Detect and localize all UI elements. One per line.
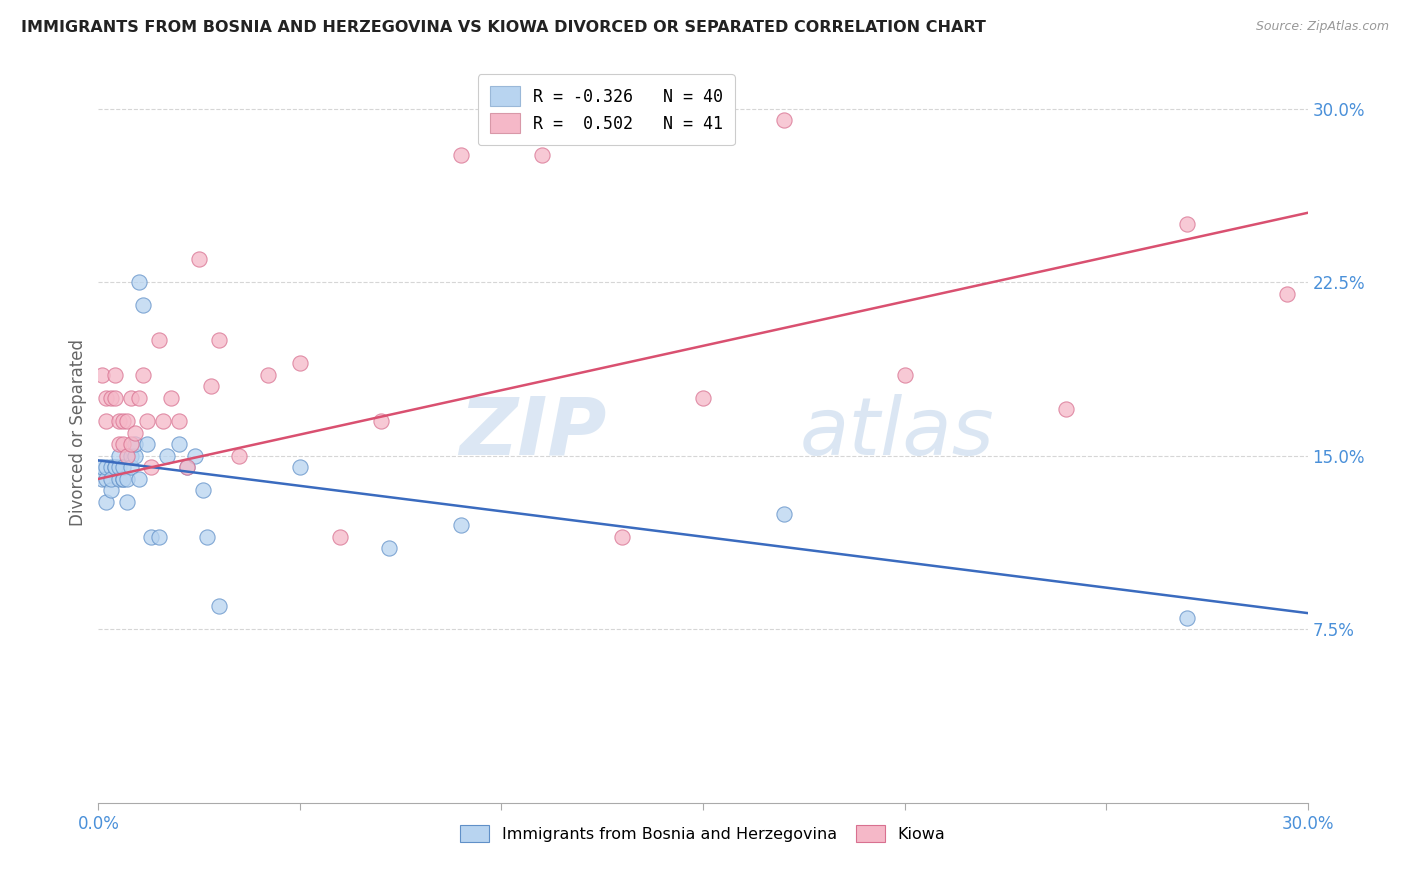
Point xyxy=(1175,610,1198,624)
Point xyxy=(135,437,157,451)
Point xyxy=(167,437,190,451)
Point xyxy=(115,449,138,463)
Point xyxy=(1054,402,1077,417)
Point xyxy=(530,148,553,162)
Text: ZIP: ZIP xyxy=(458,393,606,472)
Text: atlas: atlas xyxy=(800,393,994,472)
Point xyxy=(288,460,311,475)
Point xyxy=(96,495,118,509)
Point xyxy=(772,113,794,128)
Point xyxy=(111,437,134,451)
Point xyxy=(115,495,138,509)
Point xyxy=(176,460,198,475)
Point xyxy=(167,414,190,428)
Point xyxy=(96,460,118,475)
Point xyxy=(115,414,138,428)
Point xyxy=(107,472,129,486)
Point xyxy=(103,460,125,475)
Point xyxy=(135,414,157,428)
Point xyxy=(184,449,207,463)
Point xyxy=(100,391,122,405)
Point xyxy=(107,414,129,428)
Text: IMMIGRANTS FROM BOSNIA AND HERZEGOVINA VS KIOWA DIVORCED OR SEPARATED CORRELATIO: IMMIGRANTS FROM BOSNIA AND HERZEGOVINA V… xyxy=(21,20,986,35)
Point xyxy=(128,275,150,289)
Point xyxy=(176,460,198,475)
Point xyxy=(612,530,634,544)
Point xyxy=(103,368,125,382)
Point xyxy=(148,530,170,544)
Point xyxy=(450,148,472,162)
Point xyxy=(124,437,146,451)
Point xyxy=(100,460,122,475)
Point xyxy=(148,333,170,347)
Y-axis label: Divorced or Separated: Divorced or Separated xyxy=(69,339,87,526)
Point xyxy=(91,460,114,475)
Point xyxy=(103,460,125,475)
Point xyxy=(893,368,915,382)
Point xyxy=(111,414,134,428)
Point xyxy=(329,530,352,544)
Point xyxy=(128,472,150,486)
Point xyxy=(100,483,122,498)
Point xyxy=(111,472,134,486)
Point xyxy=(188,252,211,266)
Point xyxy=(692,391,714,405)
Point xyxy=(107,449,129,463)
Point xyxy=(120,391,142,405)
Point xyxy=(91,368,114,382)
Point xyxy=(96,472,118,486)
Point xyxy=(120,449,142,463)
Point xyxy=(124,425,146,440)
Point xyxy=(139,530,162,544)
Point xyxy=(96,414,118,428)
Point xyxy=(91,472,114,486)
Point xyxy=(1175,218,1198,232)
Point xyxy=(124,449,146,463)
Point xyxy=(132,368,155,382)
Point xyxy=(111,460,134,475)
Point xyxy=(160,391,183,405)
Point xyxy=(156,449,179,463)
Point xyxy=(772,507,794,521)
Point xyxy=(152,414,174,428)
Legend: Immigrants from Bosnia and Herzegovina, Kiowa: Immigrants from Bosnia and Herzegovina, … xyxy=(453,817,953,850)
Point xyxy=(228,449,250,463)
Point xyxy=(115,472,138,486)
Point xyxy=(370,414,392,428)
Point xyxy=(200,379,222,393)
Point xyxy=(120,460,142,475)
Point xyxy=(377,541,399,556)
Point xyxy=(1277,286,1299,301)
Point xyxy=(288,356,311,370)
Point xyxy=(208,333,231,347)
Point xyxy=(107,437,129,451)
Point xyxy=(100,472,122,486)
Point xyxy=(256,368,278,382)
Text: Source: ZipAtlas.com: Source: ZipAtlas.com xyxy=(1256,20,1389,33)
Point xyxy=(128,391,150,405)
Point xyxy=(103,391,125,405)
Point xyxy=(107,460,129,475)
Point xyxy=(193,483,215,498)
Point xyxy=(208,599,231,614)
Point xyxy=(195,530,218,544)
Point xyxy=(450,518,472,533)
Point xyxy=(96,391,118,405)
Point xyxy=(111,472,134,486)
Point xyxy=(139,460,162,475)
Point xyxy=(120,437,142,451)
Point xyxy=(132,298,155,312)
